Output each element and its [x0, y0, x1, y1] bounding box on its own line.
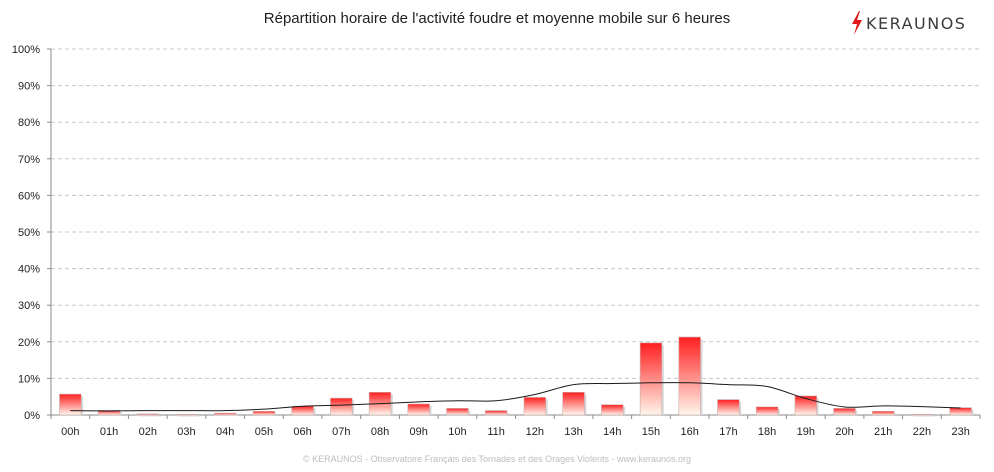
bar: [97, 409, 121, 416]
y-tick-label: 30%: [18, 300, 40, 312]
bar: [755, 406, 779, 416]
bar: [407, 403, 430, 416]
x-tick-label: 13h: [564, 426, 582, 438]
bar: [175, 413, 198, 416]
y-tick-label: 10%: [18, 373, 40, 385]
y-tick-label: 90%: [18, 81, 40, 93]
x-tick-label: 21h: [874, 426, 892, 438]
y-tick-label: 0%: [24, 410, 40, 422]
bar: [562, 392, 585, 416]
bar: [601, 404, 624, 416]
bar-shadow: [138, 415, 161, 417]
x-tick-label: 15h: [642, 426, 660, 438]
x-tick-label: 16h: [681, 426, 699, 438]
x-tick-label: 10h: [448, 426, 466, 438]
lightning-bolt-icon: [852, 11, 862, 35]
bar: [485, 410, 508, 416]
logo-text: KERAUNOS: [866, 13, 967, 33]
y-axis-tick-labels: 0% 10% 20% 30% 40% 50% 60% 70% 80% 90% 100%: [12, 44, 40, 422]
x-tick-label: 14h: [603, 426, 621, 438]
bar: [446, 408, 469, 416]
moving-average-series: [70, 382, 961, 412]
x-tick-label: 18h: [758, 426, 776, 438]
x-tick-label: 00h: [61, 426, 79, 438]
bar: [639, 342, 663, 416]
bar: [910, 413, 934, 416]
x-tick-label: 11h: [487, 426, 505, 438]
x-tick-label: 23h: [951, 426, 969, 438]
y-tick-label: 60%: [18, 190, 40, 202]
bar: [717, 399, 740, 416]
x-tick-label: 07h: [332, 426, 350, 438]
bar: [59, 393, 82, 416]
bar-series: [59, 336, 974, 417]
bar: [291, 405, 314, 416]
x-tick-label: 20h: [835, 426, 853, 438]
x-tick-label: 02h: [139, 426, 157, 438]
x-tick-label: 12h: [526, 426, 544, 438]
x-tick-label: 05h: [255, 426, 273, 438]
bar: [330, 397, 353, 416]
x-tick-label: 01h: [100, 426, 118, 438]
y-tick-label: 40%: [18, 264, 40, 276]
y-tick-label: 20%: [18, 337, 40, 349]
y-tick-label: 100%: [12, 44, 40, 56]
bar-shadow: [177, 416, 200, 417]
bar-shadow: [913, 416, 935, 417]
y-tick-label: 70%: [18, 154, 40, 166]
keraunos-logo: KERAUNOS: [850, 10, 966, 36]
footer-credit: © KERAUNOS - Observatoire Français des T…: [303, 454, 691, 464]
bar: [523, 397, 546, 416]
gridlines: [51, 48, 980, 379]
bar: [214, 412, 237, 416]
x-tick-label: 17h: [719, 426, 737, 438]
bar: [678, 336, 701, 416]
x-tick-label: 06h: [293, 426, 311, 438]
x-tick-label: 09h: [410, 426, 428, 438]
bar: [794, 395, 817, 416]
x-tick-label: 19h: [797, 426, 815, 438]
x-tick-label: 08h: [371, 426, 389, 438]
axes: [47, 48, 981, 419]
x-tick-label: 04h: [216, 426, 234, 438]
y-tick-label: 80%: [18, 117, 40, 129]
bar: [252, 411, 276, 416]
x-tick-label: 22h: [913, 426, 931, 438]
bar: [872, 411, 895, 416]
x-axis-tick-labels: 00h 01h 02h 03h 04h 05h 06h 07h 08h 09h 10h 11h 12h 1…: [61, 426, 970, 438]
bar: [949, 407, 972, 416]
moving-average-line: [70, 382, 961, 412]
chart-title: Répartition horaire de l'activité foudre…: [263, 10, 731, 27]
bar: [136, 413, 159, 416]
y-tick-label: 50%: [18, 227, 40, 239]
x-tick-label: 03h: [177, 426, 195, 438]
bar-shadow: [216, 415, 239, 416]
bar: [833, 408, 856, 416]
